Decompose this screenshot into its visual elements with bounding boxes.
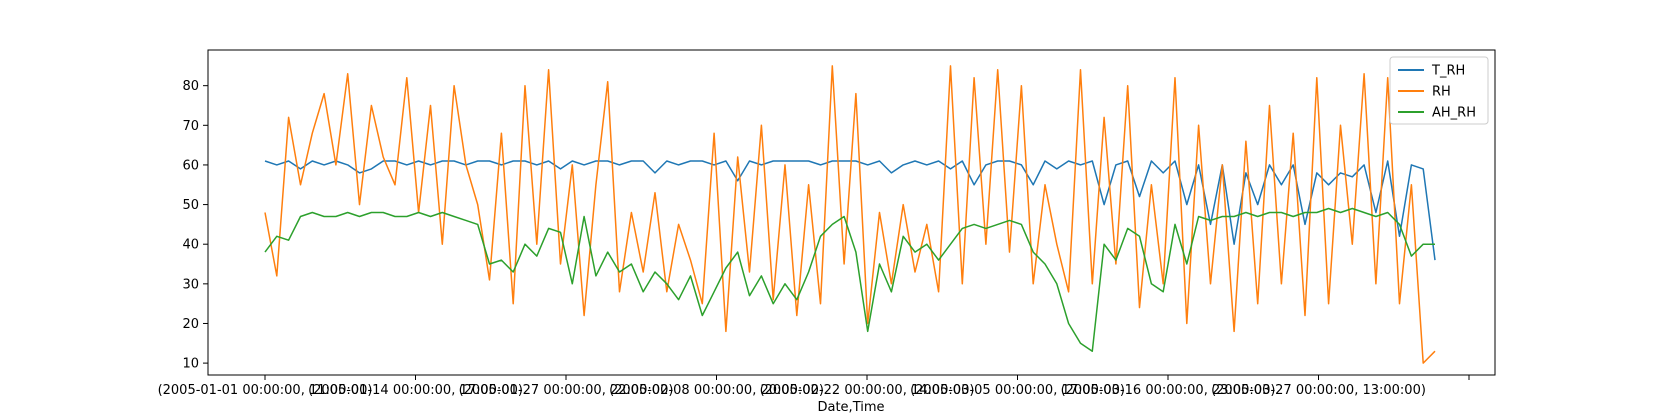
x-tick-label: (2005-02-08 00:00:00, 20:00:00) <box>609 383 824 398</box>
x-tick-label: (2005-03-16 00:00:00, 23:00:00) <box>1061 383 1276 398</box>
y-tick-label: 80 <box>182 79 199 94</box>
y-tick-label: 20 <box>182 317 199 332</box>
x-tick-label: (2005-01-01 00:00:00, 11:00:00) <box>158 383 373 398</box>
y-tick-label: 30 <box>182 277 199 292</box>
x-tick-label: (2005-03-27 00:00:00, 13:00:00) <box>1211 383 1426 398</box>
y-tick-label: 50 <box>182 198 199 213</box>
legend[interactable]: T_RH RH AH_RH <box>1389 56 1489 125</box>
series-layer <box>264 65 1436 364</box>
plot-frame <box>207 49 1496 376</box>
x-axis: (2005-01-01 00:00:00, 11:00:00)(2005-01-… <box>158 375 1470 398</box>
y-tick-label: 70 <box>182 119 199 134</box>
legend-item-t-rh[interactable]: T_RH <box>1398 64 1465 79</box>
legend-label: RH <box>1432 85 1451 100</box>
legend-item-ah-rh[interactable]: AH_RH <box>1398 106 1476 121</box>
series-line-ah-rh <box>264 207 1435 352</box>
x-tick-label: (2005-01-27 00:00:00, 22:00:00) <box>459 383 674 398</box>
x-tick-label: (2005-01-14 00:00:00, 17:00:00) <box>308 383 523 398</box>
series-line-t-rh <box>264 160 1436 261</box>
legend-box <box>1389 56 1489 125</box>
series-line-rh <box>264 65 1436 364</box>
legend-label: T_RH <box>1431 64 1465 79</box>
legend-label: AH_RH <box>1432 106 1476 121</box>
y-tick-label: 10 <box>182 357 199 372</box>
x-tick-label: (2005-03-05 00:00:00, 17:00:00) <box>910 383 1125 398</box>
x-tick-label: (2005-02-22 00:00:00, 14:00:00) <box>760 383 975 398</box>
x-axis-title: Date,Time <box>817 400 884 415</box>
y-tick-label: 60 <box>182 158 199 173</box>
legend-item-rh[interactable]: RH <box>1398 85 1451 100</box>
y-axis: 10 20 30 40 50 60 70 80 <box>182 79 208 372</box>
y-tick-label: 40 <box>182 238 199 253</box>
